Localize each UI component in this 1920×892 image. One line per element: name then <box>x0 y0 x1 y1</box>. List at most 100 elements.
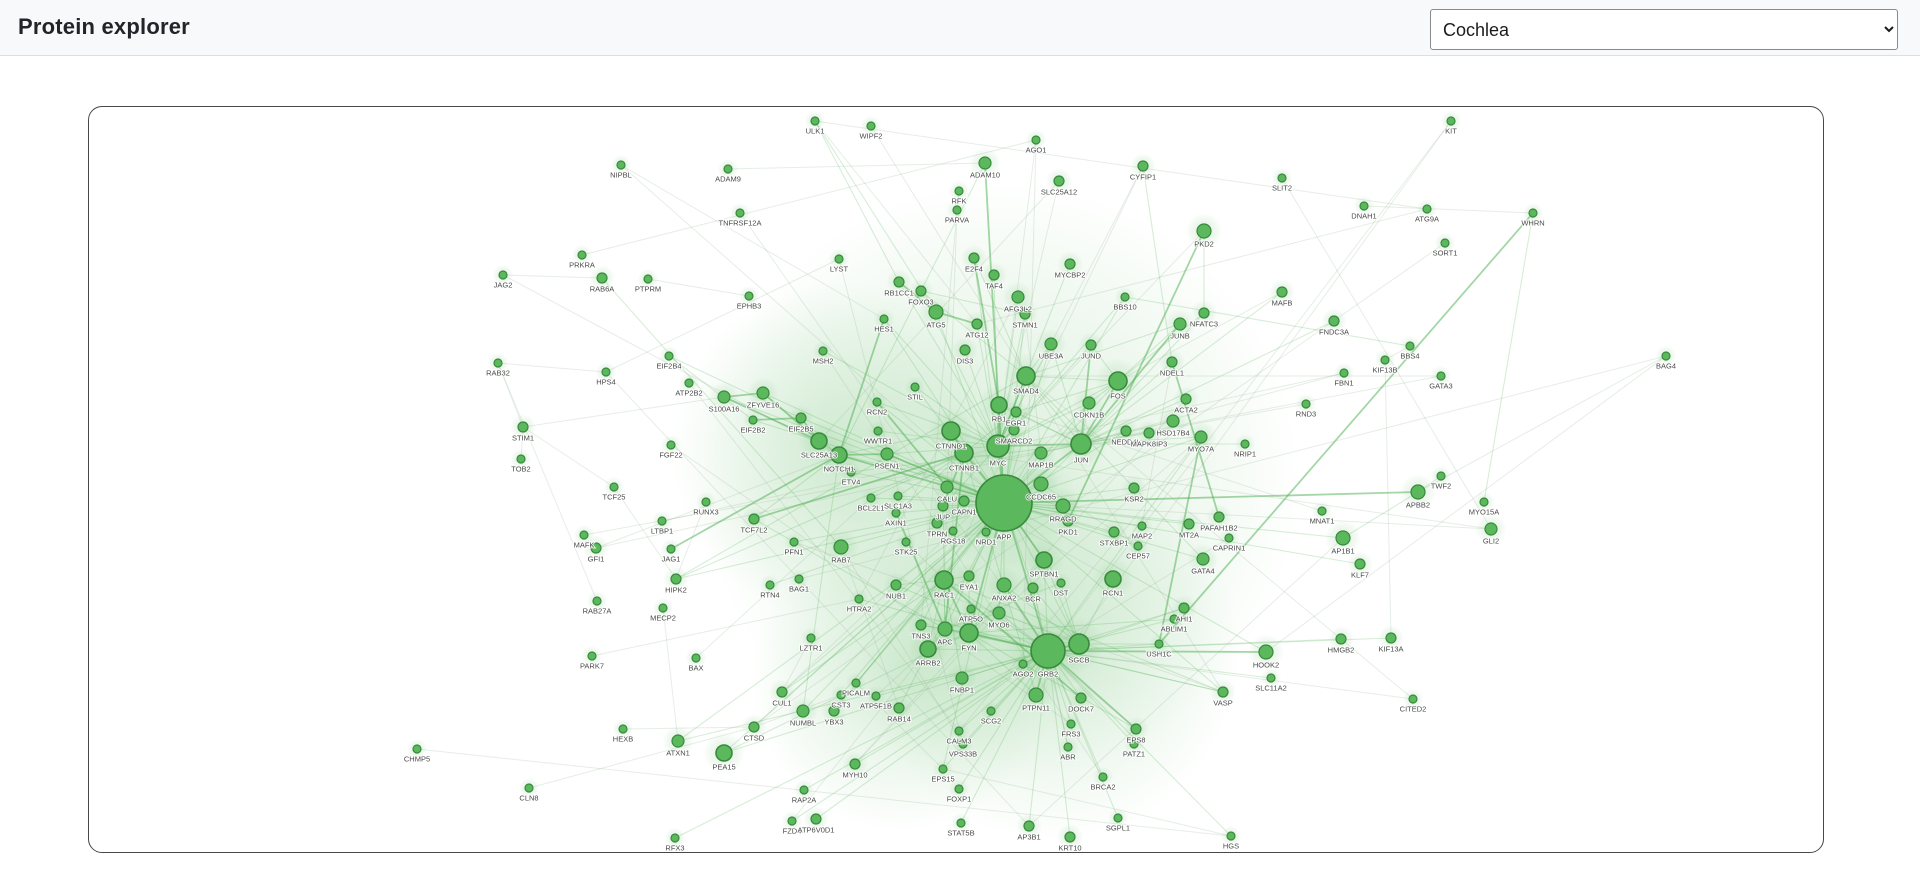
protein-node-BCL2L1[interactable] <box>866 493 876 503</box>
protein-node-TPRN[interactable] <box>931 517 943 529</box>
protein-node-ADAM10[interactable] <box>978 156 992 170</box>
protein-node-RUNX3[interactable] <box>701 497 711 507</box>
protein-node-MAP2[interactable] <box>1137 521 1147 531</box>
protein-node-TNS3[interactable] <box>915 619 927 631</box>
protein-node-PTPRM[interactable] <box>643 274 653 284</box>
protein-node-CAPN1[interactable] <box>958 495 970 507</box>
protein-node-WIPF2[interactable] <box>866 121 876 131</box>
protein-node-GRB2[interactable] <box>1030 633 1066 669</box>
protein-node-NRD1[interactable] <box>981 527 991 537</box>
protein-node-CDKN1B[interactable] <box>1082 396 1096 410</box>
protein-node-KLF7[interactable] <box>1354 558 1366 570</box>
protein-node-NUMBL[interactable] <box>796 704 810 718</box>
protein-node-ABR[interactable] <box>1063 742 1073 752</box>
protein-node-BAG4[interactable] <box>1661 351 1671 361</box>
protein-node-BCR[interactable] <box>1027 582 1039 594</box>
protein-network-graph[interactable]: NIPBL ADAM9 TNFRSF12A PRKRA JAG2 RAB6A PTPRM EP… <box>89 107 1824 853</box>
protein-node-ATXN1[interactable] <box>671 734 685 748</box>
protein-node-NOTCH1[interactable] <box>830 446 848 464</box>
protein-node-FOS[interactable] <box>1108 371 1128 391</box>
protein-node-CHMP5[interactable] <box>412 744 422 754</box>
protein-node-AFG3L2[interactable] <box>1011 290 1025 304</box>
protein-node-ARRB2[interactable] <box>919 640 937 658</box>
protein-node-FYN[interactable] <box>959 623 979 643</box>
protein-node-KSR2[interactable] <box>1128 482 1140 494</box>
protein-node-ADAM9[interactable] <box>723 164 733 174</box>
protein-node-AXIN1[interactable] <box>891 508 901 518</box>
protein-node-DOCK7[interactable] <box>1075 692 1087 704</box>
protein-node-TCF7L2[interactable] <box>748 513 760 525</box>
protein-node-ANXA2[interactable] <box>996 577 1012 593</box>
protein-node-PKD2[interactable] <box>1196 223 1212 239</box>
protein-node-CTSD[interactable] <box>748 721 760 733</box>
protein-node-STAT5B[interactable] <box>956 818 966 828</box>
protein-node-HGS[interactable] <box>1226 831 1236 841</box>
protein-node-S100A16[interactable] <box>717 390 731 404</box>
protein-node-MSH2[interactable] <box>818 346 828 356</box>
protein-node-SMARCD2[interactable] <box>1008 424 1020 436</box>
protein-node-FNDC3A[interactable] <box>1328 315 1340 327</box>
protein-node-PTPN11[interactable] <box>1028 687 1044 703</box>
protein-node-AGO2[interactable] <box>1018 659 1028 669</box>
protein-node-HSD17B4[interactable] <box>1166 414 1180 428</box>
protein-node-RFK[interactable] <box>954 186 964 196</box>
protein-node-MAFK[interactable] <box>579 530 589 540</box>
protein-node-CTNND1[interactable] <box>941 421 961 441</box>
protein-node-AHI1[interactable] <box>1178 602 1190 614</box>
protein-node-EIF2B2[interactable] <box>748 415 758 425</box>
protein-node-RAB7[interactable] <box>833 539 849 555</box>
protein-node-KRT10[interactable] <box>1064 831 1076 843</box>
protein-node-EPS15[interactable] <box>938 764 948 774</box>
protein-node-ATG5[interactable] <box>928 304 944 320</box>
protein-node-APBB2[interactable] <box>1410 484 1426 500</box>
protein-node-TOB2[interactable] <box>516 454 526 464</box>
protein-node-RAB14[interactable] <box>893 702 905 714</box>
protein-node-FZD4[interactable] <box>787 816 797 826</box>
protein-node-CUL1[interactable] <box>776 686 788 698</box>
protein-node-RTN4[interactable] <box>765 580 775 590</box>
protein-node-LZTR1[interactable] <box>806 633 816 643</box>
protein-node-SMAD4[interactable] <box>1016 366 1036 386</box>
protein-node-NEDD4L[interactable] <box>1120 425 1132 437</box>
protein-node-MYC[interactable] <box>986 434 1010 458</box>
protein-node-FNBP1[interactable] <box>955 671 969 685</box>
protein-node-ATP2B2[interactable] <box>684 378 694 388</box>
protein-node-EYA1[interactable] <box>963 570 975 582</box>
protein-node-JAG2[interactable] <box>498 270 508 280</box>
protein-node-ATG12[interactable] <box>971 318 983 330</box>
protein-node-RB1CC1[interactable] <box>893 276 905 288</box>
protein-node-KIF13A[interactable] <box>1385 632 1397 644</box>
protein-node-DST[interactable] <box>1056 578 1066 588</box>
protein-node-UBE3A[interactable] <box>1044 337 1058 351</box>
protein-node-HTRA2[interactable] <box>854 594 864 604</box>
protein-node-RCN1[interactable] <box>1104 570 1122 588</box>
protein-node-MYO15A[interactable] <box>1479 497 1489 507</box>
protein-node-SGCB[interactable] <box>1068 633 1090 655</box>
protein-node-ATP5O[interactable] <box>966 604 976 614</box>
protein-node-PICALM[interactable] <box>851 678 861 688</box>
protein-node-STIM1[interactable] <box>517 421 529 433</box>
protein-node-EGR1[interactable] <box>1010 406 1022 418</box>
protein-node-TCF25[interactable] <box>609 482 619 492</box>
protein-node-ZFYVE16[interactable] <box>756 386 770 400</box>
protein-node-PATZ1[interactable] <box>1129 739 1139 749</box>
protein-node-SCG2[interactable] <box>986 706 996 716</box>
protein-node-YBX3[interactable] <box>828 705 840 717</box>
protein-node-FOXP1[interactable] <box>954 784 964 794</box>
protein-node-JUP[interactable] <box>937 500 949 512</box>
protein-node-FBN1[interactable] <box>1339 368 1349 378</box>
protein-node-ULK1[interactable] <box>810 116 820 126</box>
protein-node-AGO1[interactable] <box>1031 135 1041 145</box>
tissue-select[interactable]: Cochlea <box>1430 9 1898 50</box>
protein-node-RFX3[interactable] <box>670 833 680 843</box>
protein-node-BRCA2[interactable] <box>1098 772 1108 782</box>
protein-node-GLI2[interactable] <box>1484 522 1498 536</box>
protein-node-MYCBP2[interactable] <box>1064 258 1076 270</box>
protein-node-ATP6V0D1[interactable] <box>810 813 822 825</box>
protein-node-EPHB3[interactable] <box>744 291 754 301</box>
protein-node-CALM3[interactable] <box>954 726 964 736</box>
protein-node-EPS8[interactable] <box>1130 723 1142 735</box>
protein-node-STK25[interactable] <box>901 537 911 547</box>
protein-node-HEXB[interactable] <box>618 724 628 734</box>
protein-node-CTNNB1[interactable] <box>954 443 974 463</box>
